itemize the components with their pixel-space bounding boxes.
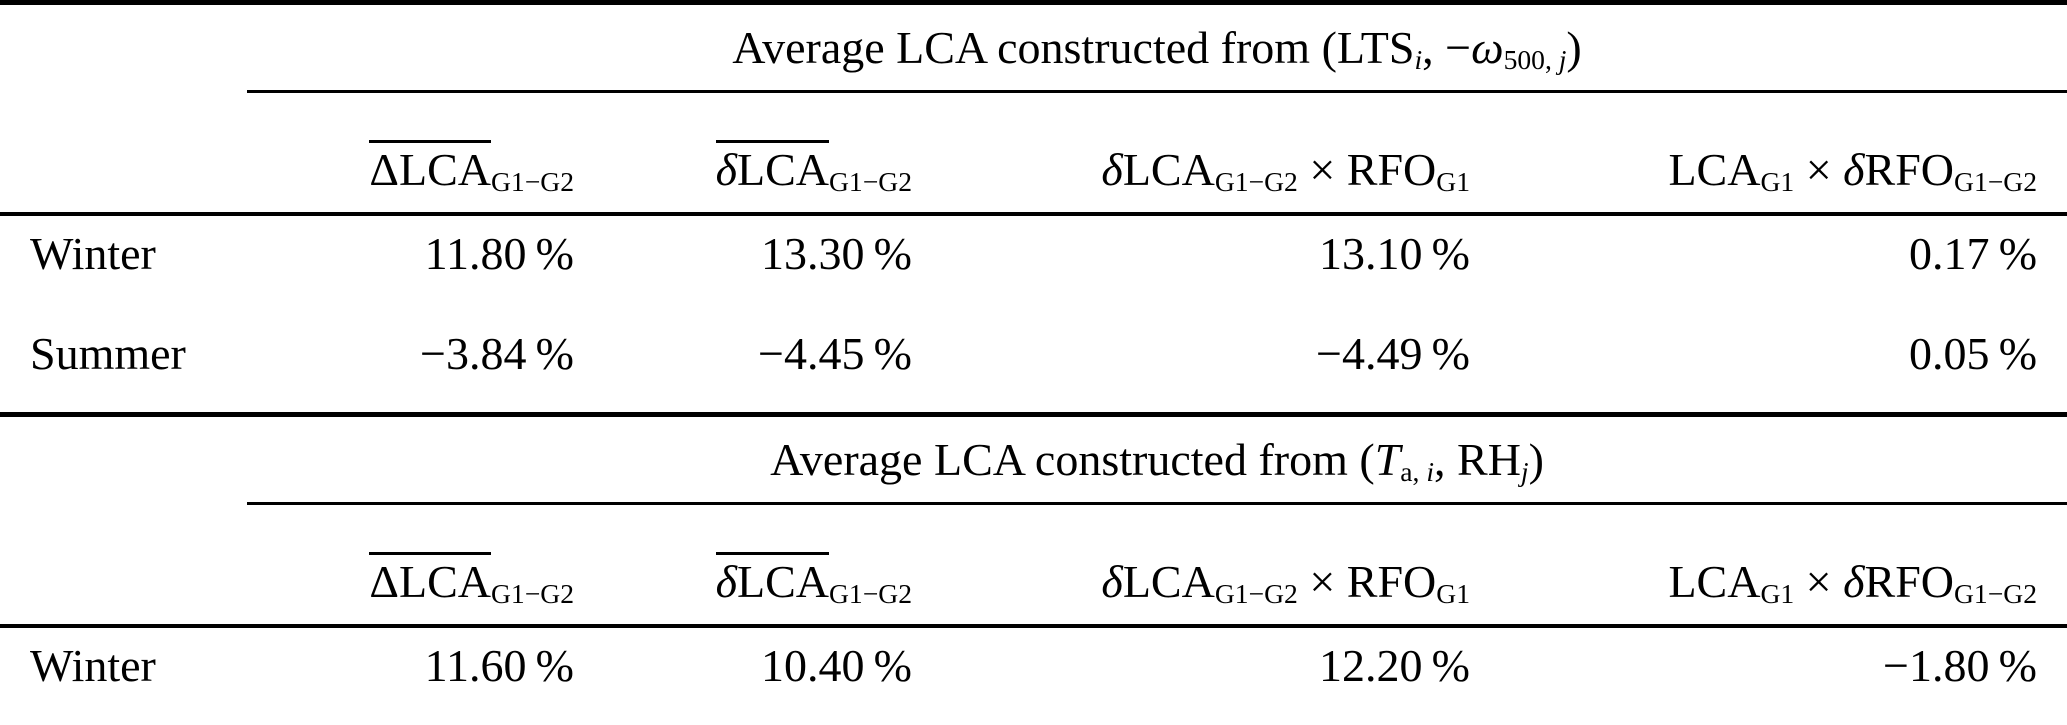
subscript: G1−G2 <box>1214 578 1298 610</box>
empty-corner-cell <box>0 3 247 92</box>
table-row-summer: Summer −4.20 % −4.68 % −1.37 % −3.31 % <box>0 696 2067 725</box>
value-cell: −4.68 % <box>574 696 912 725</box>
value-cell: −3.31 % <box>1470 696 2067 725</box>
group-title-row: Average LCA constructed from (LTSi, −ω50… <box>0 2 2067 93</box>
subscript: G1−G2 <box>828 166 912 198</box>
overline: δLCA <box>715 140 829 194</box>
value-cell: −4.20 % <box>247 696 574 725</box>
t-symbol: T <box>1374 434 1401 485</box>
subscript: G1 <box>1436 578 1470 610</box>
group-title-text: Average LCA constructed from (Ta, i, RHj… <box>770 434 1544 488</box>
col-header-delta-lca-mean: ΔLCAG1−G2 <box>247 91 574 216</box>
col-header-dlca-x-rfo: δLCAG1−G2 × RFOG1 <box>912 503 1470 628</box>
empty-corner-cell <box>0 503 247 628</box>
row-label: Winter <box>30 640 156 691</box>
col-header-lca-x-drfo: LCAG1 × δRFOG1−G2 <box>1470 503 2067 628</box>
overline: ΔLCA <box>369 552 491 606</box>
subscript: G1 <box>1760 166 1795 198</box>
group-title: Average LCA constructed from (Ta, i, RHj… <box>247 414 2067 505</box>
empty-corner-cell <box>0 91 247 216</box>
table-row-winter: Winter 11.80 % 13.30 % 13.10 % 0.17 % <box>0 214 2067 284</box>
col-header-lca-x-drfo: LCAG1 × δRFOG1−G2 <box>1470 91 2067 216</box>
subscript: a, i <box>1400 456 1435 488</box>
subscript: j <box>1520 456 1529 488</box>
table-row-winter: Winter 11.60 % 10.40 % 12.20 % −1.80 % <box>0 626 2067 696</box>
value-cell: 0.05 % <box>1909 328 2038 379</box>
subscript: G1−G2 <box>828 578 912 610</box>
col-header-dlca-x-rfo: δLCAG1−G2 × RFOG1 <box>912 91 1470 216</box>
value-cell: 12.20 % <box>1318 640 1470 691</box>
value-cell: 13.30 % <box>760 228 912 279</box>
empty-corner-cell <box>0 415 247 504</box>
column-header-row: ΔLCAG1−G2 δLCAG1−G2 δLCAG1−G2 × RFOG1 LC… <box>0 91 2067 216</box>
value-cell: 13.10 % <box>1318 228 1470 279</box>
value-cell: −3.84 % <box>420 328 574 379</box>
table-section-lts-omega: Average LCA constructed from (LTSi, −ω50… <box>0 0 2067 412</box>
row-label: Summer <box>0 696 247 725</box>
value-cell: −1.80 % <box>1883 640 2038 691</box>
subscript: i <box>1414 44 1423 76</box>
subscript: 500, j <box>1503 44 1567 76</box>
group-title: Average LCA constructed from (LTSi, −ω50… <box>247 2 2067 93</box>
omega-symbol: ω <box>1471 22 1504 73</box>
col-header-deltasmall-lca-mean: δLCAG1−G2 <box>574 503 912 628</box>
col-header-delta-lca-mean: ΔLCAG1−G2 <box>247 503 574 628</box>
value-cell: −4.45 % <box>758 328 912 379</box>
table-section-ta-rh: Average LCA constructed from (Ta, i, RHj… <box>0 412 2067 725</box>
subscript: G1 <box>1760 578 1795 610</box>
value-cell: −1.37 % <box>912 696 1470 725</box>
value-cell: 0.17 % <box>1909 228 2038 279</box>
table-row-summer: Summer −3.84 % −4.45 % −4.49 % 0.05 % <box>0 284 2067 412</box>
overline: δLCA <box>715 552 829 606</box>
group-title-text: Average LCA constructed from (LTSi, −ω50… <box>732 22 1582 76</box>
value-cell: 11.60 % <box>424 640 574 691</box>
column-header-row: ΔLCAG1−G2 δLCAG1−G2 δLCAG1−G2 × RFOG1 LC… <box>0 503 2067 628</box>
row-label: Winter <box>30 228 156 279</box>
group-title-row: Average LCA constructed from (Ta, i, RHj… <box>0 414 2067 505</box>
subscript: G1−G2 <box>490 578 574 610</box>
subscript: G1−G2 <box>1954 578 2038 610</box>
row-label: Summer <box>30 328 186 379</box>
subscript: G1−G2 <box>1214 166 1298 198</box>
value-cell: 11.80 % <box>424 228 574 279</box>
subscript: G1 <box>1436 166 1470 198</box>
subscript: G1−G2 <box>1954 166 2038 198</box>
overline: ΔLCA <box>369 140 491 194</box>
value-cell: −4.49 % <box>1316 328 1470 379</box>
col-header-deltasmall-lca-mean: δLCAG1−G2 <box>574 91 912 216</box>
value-cell: 10.40 % <box>760 640 912 691</box>
subscript: G1−G2 <box>490 166 574 198</box>
